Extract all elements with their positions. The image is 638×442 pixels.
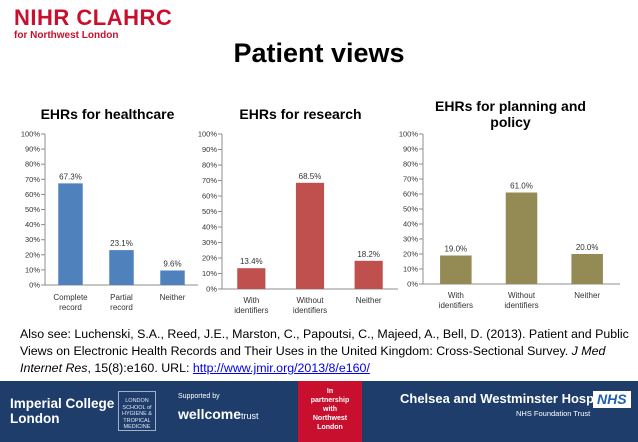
y-tick-label-research: 100%: [198, 130, 218, 139]
bar-healthcare: [109, 250, 134, 285]
y-tick-label-healthcare: 0%: [29, 281, 40, 290]
chart-title-research: EHRs for research: [239, 106, 362, 122]
data-label-planning: 20.0%: [576, 243, 599, 252]
category-label-research: With identifiers: [234, 296, 268, 315]
data-label-planning: 19.0%: [444, 245, 467, 254]
logo-main-text: NIHR CLAHRC: [14, 5, 173, 30]
y-tick-label-research: 40%: [202, 223, 217, 232]
nhs-logo: NHS: [593, 391, 631, 408]
y-tick-label-research: 60%: [202, 192, 217, 201]
citation-details: , 15(8):e160. URL:: [87, 361, 193, 375]
y-tick-label-healthcare: 10%: [25, 265, 40, 274]
y-tick-label-research: 0%: [206, 285, 217, 294]
data-label-healthcare: 9.6%: [163, 260, 181, 269]
partner-line3: with: [323, 406, 337, 413]
partner-line5: London: [317, 424, 343, 431]
category-label-research: Neither: [356, 296, 382, 305]
y-tick-label-research: 20%: [202, 254, 217, 263]
y-tick-label-planning: 20%: [403, 250, 418, 259]
y-tick-label-planning: 90%: [403, 145, 418, 154]
y-tick-label-healthcare: 90%: [25, 145, 40, 154]
y-tick-label-planning: 40%: [403, 220, 418, 229]
category-label-healthcare: Partial record: [110, 293, 133, 312]
y-tick-label-healthcare: 20%: [25, 250, 40, 259]
bar-planning: [571, 254, 603, 284]
citation-journal: J Med Internet Res: [20, 344, 606, 375]
y-tick-label-research: 30%: [202, 238, 217, 247]
data-label-research: 18.2%: [357, 250, 380, 259]
y-tick-label-research: 90%: [202, 145, 217, 154]
y-tick-label-healthcare: 30%: [25, 235, 40, 244]
y-tick-label-research: 10%: [202, 269, 217, 278]
category-label-healthcare: Complete record: [53, 293, 88, 312]
y-tick-label-planning: 70%: [403, 175, 418, 184]
slide-title: Patient views: [233, 38, 405, 68]
footer-banner: Imperial College London LONDON SCHOOL of…: [0, 381, 638, 442]
y-tick-label-planning: 60%: [403, 190, 418, 199]
data-label-research: 68.5%: [299, 172, 322, 181]
data-label-research: 13.4%: [240, 257, 263, 266]
wellcome-text: wellcome: [178, 406, 242, 422]
partner-line1: In: [326, 388, 334, 395]
wellcome-trust-text: trust: [241, 411, 259, 421]
category-label-planning: With identifiers: [439, 291, 473, 310]
citation: Also see: Luchenski, S.A., Reed, J.E., M…: [20, 326, 630, 377]
nihr-clahrc-logo: NIHR CLAHRC for Northwest London: [14, 5, 173, 42]
y-tick-label-healthcare: 60%: [25, 190, 40, 199]
citation-text: Also see: Luchenski, S.A., Reed, J.E., M…: [20, 327, 629, 358]
category-label-healthcare: Neither: [160, 293, 186, 302]
bar-research: [354, 260, 383, 289]
partner-line4: Northwest: [312, 415, 348, 422]
chart-title-planning: EHRs for planning and policy: [435, 98, 586, 130]
y-tick-label-planning: 50%: [403, 205, 418, 214]
data-label-healthcare: 23.1%: [110, 239, 133, 248]
bar-healthcare: [160, 270, 185, 285]
imperial-logo: Imperial College London: [10, 396, 114, 426]
chelsea-westminster-name: Chelsea and Westminster Hospital: [400, 391, 613, 406]
y-tick-label-healthcare: 100%: [21, 130, 41, 139]
imperial-line1: Imperial College: [10, 396, 115, 411]
imperial-line2: London: [10, 411, 60, 426]
category-label-research: Without identifiers: [293, 296, 327, 315]
logo-sub-text: for Northwest London: [14, 30, 119, 41]
category-label-planning: Without identifiers: [504, 291, 538, 310]
y-tick-label-research: 70%: [202, 176, 217, 185]
y-tick-label-healthcare: 50%: [25, 205, 40, 214]
bar-planning: [505, 192, 538, 284]
nhs-trust-text: NHS Foundation Trust: [516, 409, 591, 418]
partnership-badge: In partnership with Northwest London: [298, 381, 362, 442]
supported-by-text: Supported by: [178, 393, 220, 400]
data-label-planning: 61.0%: [510, 182, 533, 191]
y-tick-label-planning: 10%: [403, 265, 418, 274]
data-label-healthcare: 67.3%: [59, 172, 82, 181]
y-tick-label-research: 80%: [202, 161, 217, 170]
citation-link[interactable]: http://www.jmir.org/2013/8/e160/: [192, 361, 370, 375]
y-tick-label-planning: 100%: [399, 130, 419, 139]
y-tick-label-healthcare: 70%: [25, 175, 40, 184]
y-tick-label-research: 50%: [202, 207, 217, 216]
wellcome-logo: Supported by wellcometrust: [178, 393, 259, 424]
bar-research: [237, 268, 266, 289]
lshtm-crest: LONDON SCHOOL of HYGIENE & TROPICAL MEDI…: [118, 391, 156, 431]
bar-research: [295, 182, 325, 289]
y-tick-label-planning: 80%: [403, 160, 418, 169]
y-tick-label-planning: 0%: [407, 280, 418, 289]
bar-planning: [440, 255, 472, 284]
y-tick-label-healthcare: 80%: [25, 160, 40, 169]
partner-line2: partnership: [310, 397, 350, 404]
chart-title-healthcare: EHRs for healthcare: [40, 106, 175, 122]
y-tick-label-planning: 30%: [403, 235, 418, 244]
category-label-planning: Neither: [574, 291, 600, 300]
bar-healthcare: [58, 183, 83, 285]
y-tick-label-healthcare: 40%: [25, 220, 40, 229]
